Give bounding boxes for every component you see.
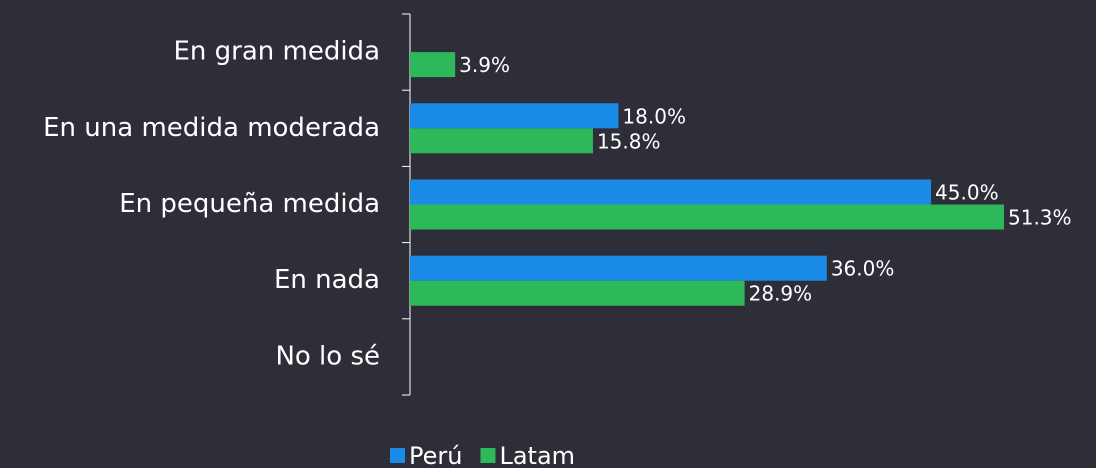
legend-label: Latam (499, 442, 575, 468)
legend-swatch (390, 448, 405, 463)
bar (410, 179, 932, 205)
value-label: 15.8% (597, 129, 661, 153)
category-label: En nada (274, 265, 380, 295)
category-label: En una medida moderada (43, 113, 380, 143)
bar (410, 204, 1004, 230)
value-label: 28.9% (749, 282, 813, 306)
bar (410, 128, 593, 154)
legend-label: Perú (409, 442, 462, 468)
value-label: 51.3% (1008, 206, 1072, 230)
bar (410, 280, 745, 306)
value-label: 3.9% (459, 53, 510, 77)
category-label: No lo sé (275, 341, 380, 371)
bar (410, 255, 827, 281)
value-label: 18.0% (622, 104, 686, 128)
category-label: En pequeña medida (119, 189, 380, 219)
category-label: En gran medida (173, 37, 380, 67)
value-label: 36.0% (831, 257, 895, 281)
bar (410, 103, 619, 129)
value-label: 45.0% (935, 181, 999, 205)
bar (410, 52, 456, 78)
legend-swatch (480, 448, 496, 463)
